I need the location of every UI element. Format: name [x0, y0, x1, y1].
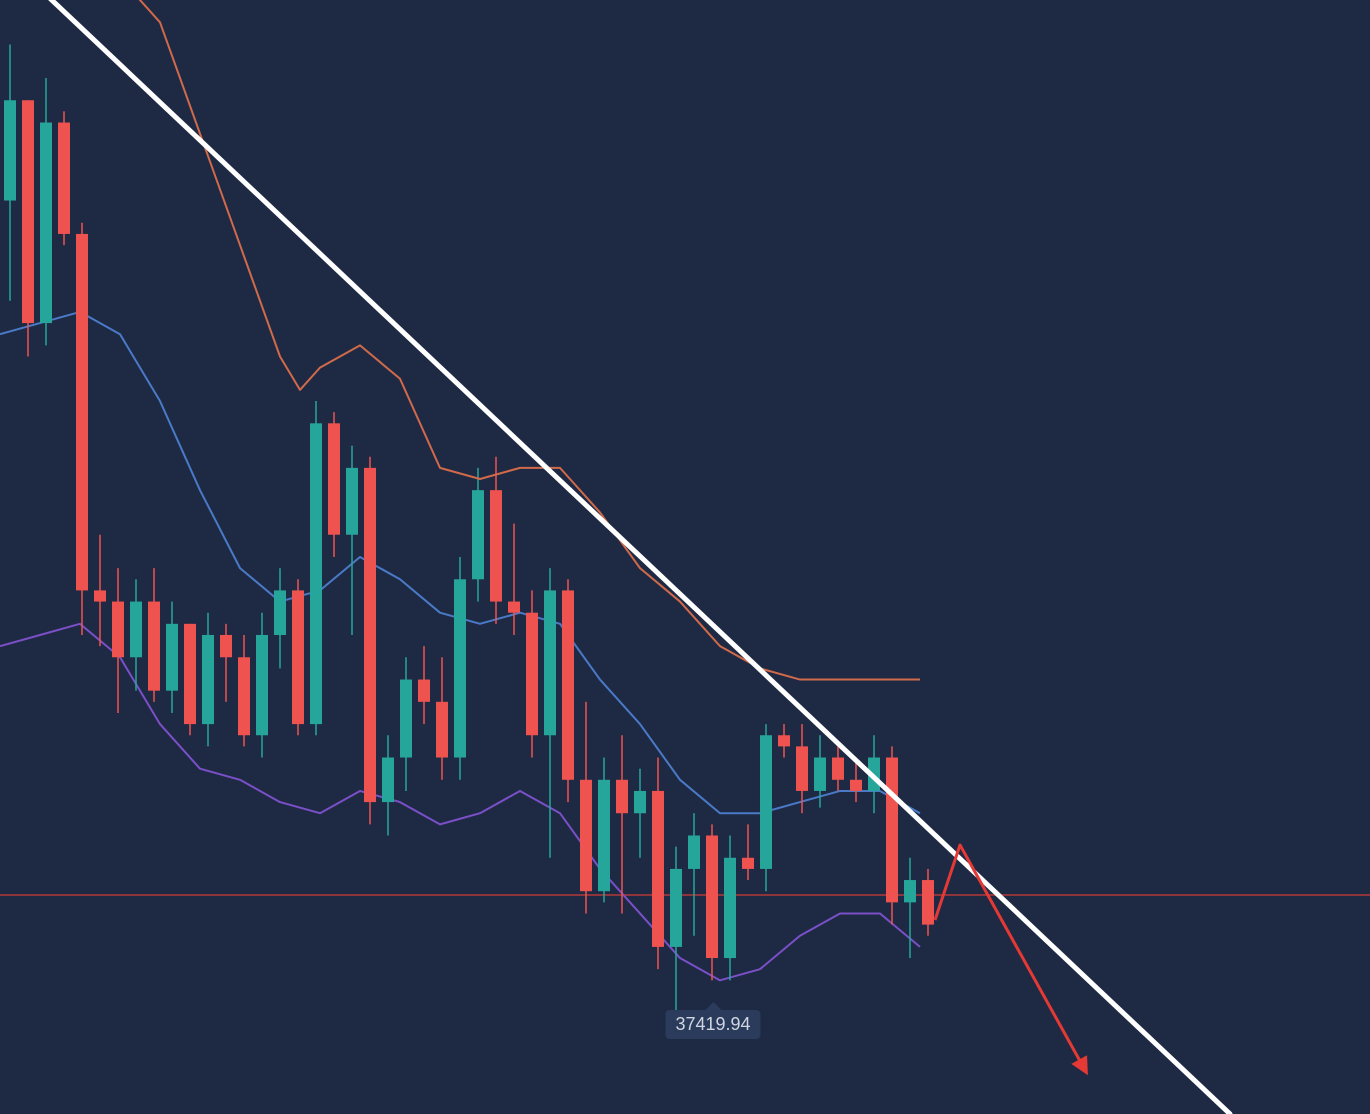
candle-body: [652, 791, 664, 947]
candle-body: [166, 624, 178, 691]
candle-body: [904, 880, 916, 902]
candle-body: [814, 758, 826, 791]
candle-body: [886, 758, 898, 903]
candle-body: [544, 590, 556, 735]
candle-body: [472, 490, 484, 579]
candle-body: [292, 590, 304, 724]
candle-body: [850, 780, 862, 791]
candle-body: [40, 123, 52, 324]
price-tooltip: 37419.94: [665, 1010, 760, 1039]
candle-body: [346, 468, 358, 535]
candle-body: [76, 234, 88, 590]
candle-body: [112, 602, 124, 658]
candle-body: [454, 579, 466, 757]
candle-body: [328, 423, 340, 534]
candle-body: [634, 791, 646, 813]
candle-body: [202, 635, 214, 724]
candle-body: [832, 758, 844, 780]
candle-body: [598, 780, 610, 891]
candle-body: [148, 602, 160, 691]
candle-body: [382, 758, 394, 803]
candle-body: [274, 590, 286, 635]
candle-body: [184, 624, 196, 724]
candle-body: [508, 602, 520, 613]
candle-body: [238, 657, 250, 735]
candle-body: [22, 100, 34, 323]
candle-body: [796, 746, 808, 791]
candle-body: [526, 613, 538, 736]
candlestick-chart: [0, 0, 1370, 1114]
tooltip-value: 37419.94: [675, 1014, 750, 1034]
candle-body: [256, 635, 268, 735]
candle-body: [562, 590, 574, 779]
candle-body: [616, 780, 628, 813]
candle-body: [724, 858, 736, 958]
candle-body: [130, 602, 142, 658]
candle-body: [778, 735, 790, 746]
candle-body: [580, 780, 592, 891]
candle-body: [4, 100, 16, 200]
candle-body: [364, 468, 376, 802]
candle-body: [742, 858, 754, 869]
candle-body: [220, 635, 232, 657]
candle-body: [400, 680, 412, 758]
candle-body: [490, 490, 502, 601]
candle-body: [688, 836, 700, 869]
candle-body: [310, 423, 322, 724]
candle-body: [706, 836, 718, 959]
candle-body: [436, 702, 448, 758]
candle-body: [922, 880, 934, 925]
candle-body: [418, 680, 430, 702]
candle-body: [58, 123, 70, 234]
candle-body: [94, 590, 106, 601]
candle-body: [760, 735, 772, 869]
candle-body: [670, 869, 682, 947]
